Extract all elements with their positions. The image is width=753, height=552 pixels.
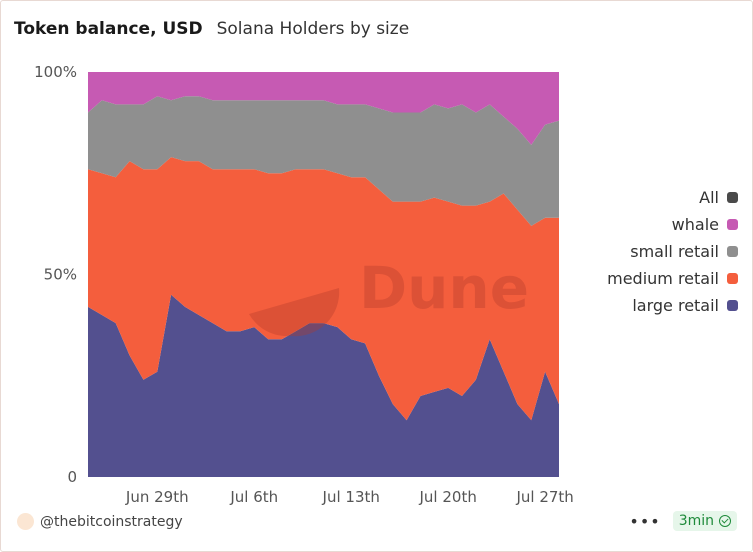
refresh-age-badge[interactable]: 3min	[672, 511, 737, 531]
legend-label: whale	[671, 215, 719, 234]
area-large-retail	[88, 294, 559, 477]
stacked-area-chart[interactable]: Dune 0 50% 100% Jun 29th Jul 6th Jul 13th Jul 2…	[1, 56, 601, 506]
area-whale	[88, 72, 559, 145]
legend-swatch	[727, 246, 738, 257]
x-tick-label: Jul 27th	[515, 488, 573, 506]
legend-label: small retail	[630, 242, 719, 261]
legend-item-whale[interactable]: whale	[478, 211, 738, 238]
legend-item-large-retail[interactable]: large retail	[478, 292, 738, 319]
area-medium-retail	[88, 157, 559, 421]
legend-label: large retail	[632, 296, 719, 315]
chart-header: Token balance, USD Solana Holders by siz…	[14, 19, 409, 43]
y-tick-label: 100%	[34, 63, 77, 81]
legend-item-All[interactable]: All	[478, 184, 738, 211]
legend-item-small-retail[interactable]: small retail	[478, 238, 738, 265]
y-tick-label: 0	[67, 468, 77, 486]
legend-swatch	[727, 192, 738, 203]
legend-swatch	[727, 273, 738, 284]
y-tick-label: 50%	[44, 266, 77, 284]
author-name[interactable]: @thebitcoinstrategy	[40, 513, 183, 530]
dune-watermark-text: Dune	[359, 254, 529, 322]
author-info[interactable]: @thebitcoinstrategy	[17, 513, 183, 530]
x-tick-label: Jul 13th	[322, 488, 380, 506]
chart-legend: All whale small retail medium retail large r…	[478, 184, 738, 319]
legend-swatch	[727, 219, 738, 230]
legend-label: medium retail	[607, 269, 719, 288]
more-options-icon[interactable]: •••	[629, 511, 661, 531]
legend-swatch	[727, 300, 738, 311]
footer-actions: ••• 3min	[629, 511, 737, 531]
dune-watermark: Dune	[249, 254, 529, 337]
x-tick-label: Jun 29th	[125, 488, 189, 506]
dune-logo-icon	[249, 288, 340, 337]
check-circle-icon	[719, 515, 731, 527]
area-small-retail	[88, 96, 559, 226]
avatar	[17, 513, 34, 530]
legend-item-medium-retail[interactable]: medium retail	[478, 265, 738, 292]
x-tick-label: Jul 6th	[229, 488, 278, 506]
refresh-age-label: 3min	[678, 513, 714, 529]
legend-label: All	[699, 188, 719, 207]
chart-title: Token balance, USD	[14, 19, 203, 39]
chart-subtitle: Solana Holders by size	[216, 19, 410, 39]
x-tick-label: Jul 20th	[419, 488, 477, 506]
